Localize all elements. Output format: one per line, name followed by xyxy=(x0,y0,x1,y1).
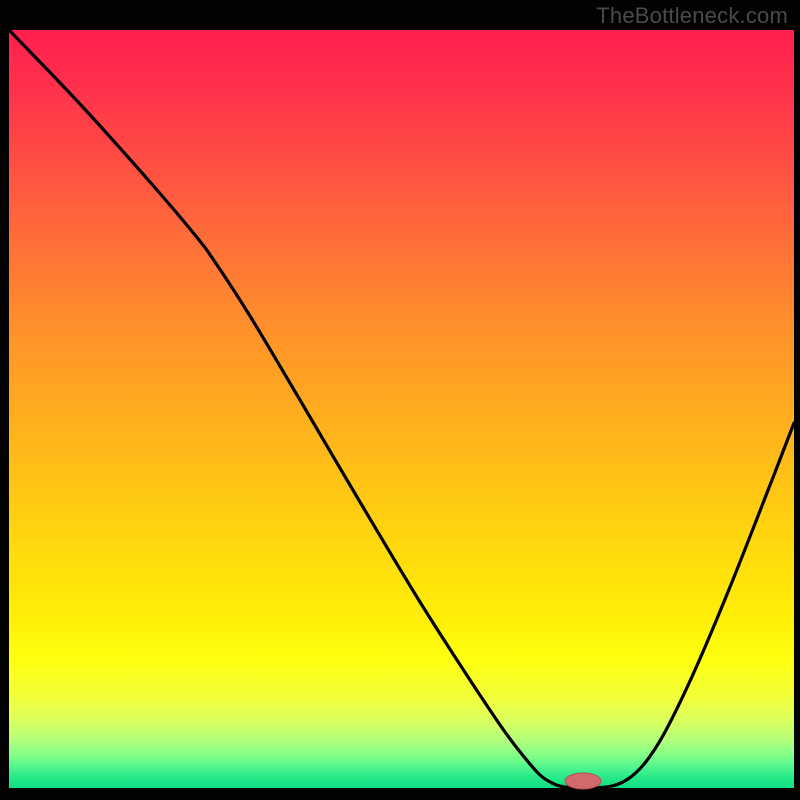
bottleneck-chart: TheBottleneck.com xyxy=(0,0,800,800)
chart-svg xyxy=(0,0,800,800)
optimal-point-marker xyxy=(565,773,601,789)
chart-gradient-background xyxy=(9,30,794,788)
